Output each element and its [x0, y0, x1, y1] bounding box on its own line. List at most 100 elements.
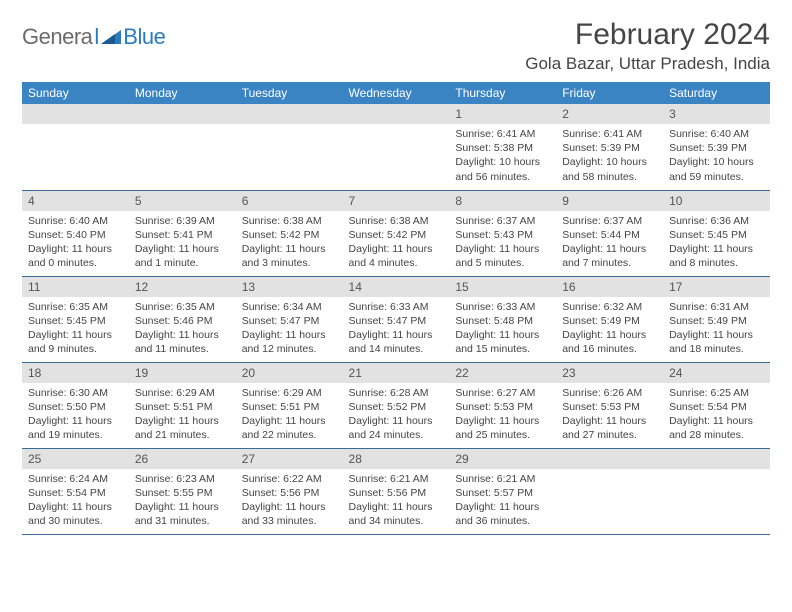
daylight-line: Daylight: 11 hours and 5 minutes. — [455, 242, 550, 270]
sunset-line: Sunset: 5:41 PM — [135, 228, 230, 242]
day-content: Sunrise: 6:27 AMSunset: 5:53 PMDaylight:… — [449, 383, 556, 446]
day-content: Sunrise: 6:31 AMSunset: 5:49 PMDaylight:… — [663, 297, 770, 360]
sunrise-line: Sunrise: 6:40 AM — [28, 214, 123, 228]
day-content: Sunrise: 6:33 AMSunset: 5:48 PMDaylight:… — [449, 297, 556, 360]
day-number: 17 — [663, 277, 770, 297]
day-number: 12 — [129, 277, 236, 297]
day-cell: 24Sunrise: 6:25 AMSunset: 5:54 PMDayligh… — [663, 362, 770, 448]
sunset-line: Sunset: 5:45 PM — [28, 314, 123, 328]
sunset-line: Sunset: 5:53 PM — [562, 400, 657, 414]
day-cell: 12Sunrise: 6:35 AMSunset: 5:46 PMDayligh… — [129, 276, 236, 362]
daylight-line: Daylight: 10 hours and 56 minutes. — [455, 155, 550, 183]
daylight-line: Daylight: 11 hours and 24 minutes. — [349, 414, 444, 442]
daylight-line: Daylight: 11 hours and 34 minutes. — [349, 500, 444, 528]
logo-text-general: Genera — [22, 24, 92, 50]
day-content: Sunrise: 6:26 AMSunset: 5:53 PMDaylight:… — [556, 383, 663, 446]
day-content: Sunrise: 6:28 AMSunset: 5:52 PMDaylight:… — [343, 383, 450, 446]
sunrise-line: Sunrise: 6:37 AM — [455, 214, 550, 228]
logo: General Blue — [22, 24, 165, 50]
weekday-header: Monday — [129, 82, 236, 104]
sunset-line: Sunset: 5:51 PM — [135, 400, 230, 414]
sunrise-line: Sunrise: 6:21 AM — [455, 472, 550, 486]
day-number: 10 — [663, 191, 770, 211]
daylight-line: Daylight: 11 hours and 9 minutes. — [28, 328, 123, 356]
daylight-line: Daylight: 11 hours and 0 minutes. — [28, 242, 123, 270]
sunset-line: Sunset: 5:42 PM — [242, 228, 337, 242]
day-content: Sunrise: 6:40 AMSunset: 5:39 PMDaylight:… — [663, 124, 770, 187]
day-cell: 23Sunrise: 6:26 AMSunset: 5:53 PMDayligh… — [556, 362, 663, 448]
sunrise-line: Sunrise: 6:38 AM — [349, 214, 444, 228]
day-cell: 19Sunrise: 6:29 AMSunset: 5:51 PMDayligh… — [129, 362, 236, 448]
day-number — [129, 104, 236, 124]
day-number: 27 — [236, 449, 343, 469]
day-cell: 13Sunrise: 6:34 AMSunset: 5:47 PMDayligh… — [236, 276, 343, 362]
daylight-line: Daylight: 11 hours and 22 minutes. — [242, 414, 337, 442]
day-cell: 6Sunrise: 6:38 AMSunset: 5:42 PMDaylight… — [236, 190, 343, 276]
daylight-line: Daylight: 11 hours and 33 minutes. — [242, 500, 337, 528]
daylight-line: Daylight: 11 hours and 12 minutes. — [242, 328, 337, 356]
day-cell: 4Sunrise: 6:40 AMSunset: 5:40 PMDaylight… — [22, 190, 129, 276]
day-number: 21 — [343, 363, 450, 383]
day-number: 8 — [449, 191, 556, 211]
day-number: 22 — [449, 363, 556, 383]
day-content: Sunrise: 6:24 AMSunset: 5:54 PMDaylight:… — [22, 469, 129, 532]
sunset-line: Sunset: 5:56 PM — [349, 486, 444, 500]
sunset-line: Sunset: 5:49 PM — [669, 314, 764, 328]
sunrise-line: Sunrise: 6:31 AM — [669, 300, 764, 314]
day-content: Sunrise: 6:37 AMSunset: 5:44 PMDaylight:… — [556, 211, 663, 274]
sunset-line: Sunset: 5:43 PM — [455, 228, 550, 242]
day-number — [22, 104, 129, 124]
calendar-row: 25Sunrise: 6:24 AMSunset: 5:54 PMDayligh… — [22, 448, 770, 534]
sunset-line: Sunset: 5:48 PM — [455, 314, 550, 328]
day-content: Sunrise: 6:21 AMSunset: 5:57 PMDaylight:… — [449, 469, 556, 532]
daylight-line: Daylight: 10 hours and 59 minutes. — [669, 155, 764, 183]
page-title: February 2024 — [525, 18, 770, 52]
day-content: Sunrise: 6:35 AMSunset: 5:45 PMDaylight:… — [22, 297, 129, 360]
day-cell: 9Sunrise: 6:37 AMSunset: 5:44 PMDaylight… — [556, 190, 663, 276]
sunset-line: Sunset: 5:53 PM — [455, 400, 550, 414]
day-number: 6 — [236, 191, 343, 211]
day-cell: 14Sunrise: 6:33 AMSunset: 5:47 PMDayligh… — [343, 276, 450, 362]
daylight-line: Daylight: 11 hours and 19 minutes. — [28, 414, 123, 442]
day-content: Sunrise: 6:34 AMSunset: 5:47 PMDaylight:… — [236, 297, 343, 360]
sunset-line: Sunset: 5:40 PM — [28, 228, 123, 242]
sunrise-line: Sunrise: 6:40 AM — [669, 127, 764, 141]
sunrise-line: Sunrise: 6:33 AM — [349, 300, 444, 314]
daylight-line: Daylight: 11 hours and 27 minutes. — [562, 414, 657, 442]
sunrise-line: Sunrise: 6:22 AM — [242, 472, 337, 486]
day-number: 19 — [129, 363, 236, 383]
sunrise-line: Sunrise: 6:26 AM — [562, 386, 657, 400]
weekday-header: Wednesday — [343, 82, 450, 104]
daylight-line: Daylight: 11 hours and 30 minutes. — [28, 500, 123, 528]
sunrise-line: Sunrise: 6:32 AM — [562, 300, 657, 314]
day-number: 11 — [22, 277, 129, 297]
sunrise-line: Sunrise: 6:27 AM — [455, 386, 550, 400]
calendar-row: 1Sunrise: 6:41 AMSunset: 5:38 PMDaylight… — [22, 104, 770, 190]
location-subtitle: Gola Bazar, Uttar Pradesh, India — [525, 54, 770, 74]
sunset-line: Sunset: 5:47 PM — [242, 314, 337, 328]
daylight-line: Daylight: 11 hours and 7 minutes. — [562, 242, 657, 270]
sunrise-line: Sunrise: 6:35 AM — [135, 300, 230, 314]
day-cell: 7Sunrise: 6:38 AMSunset: 5:42 PMDaylight… — [343, 190, 450, 276]
sunrise-line: Sunrise: 6:24 AM — [28, 472, 123, 486]
day-cell: 27Sunrise: 6:22 AMSunset: 5:56 PMDayligh… — [236, 448, 343, 534]
day-cell: 29Sunrise: 6:21 AMSunset: 5:57 PMDayligh… — [449, 448, 556, 534]
day-number — [663, 449, 770, 469]
sunset-line: Sunset: 5:39 PM — [669, 141, 764, 155]
calendar-row: 18Sunrise: 6:30 AMSunset: 5:50 PMDayligh… — [22, 362, 770, 448]
sunset-line: Sunset: 5:55 PM — [135, 486, 230, 500]
sunrise-line: Sunrise: 6:33 AM — [455, 300, 550, 314]
day-number: 2 — [556, 104, 663, 124]
logo-triangle-icon — [101, 26, 121, 49]
daylight-line: Daylight: 11 hours and 8 minutes. — [669, 242, 764, 270]
sunset-line: Sunset: 5:51 PM — [242, 400, 337, 414]
day-number: 23 — [556, 363, 663, 383]
day-content: Sunrise: 6:21 AMSunset: 5:56 PMDaylight:… — [343, 469, 450, 532]
daylight-line: Daylight: 11 hours and 4 minutes. — [349, 242, 444, 270]
sunrise-line: Sunrise: 6:36 AM — [669, 214, 764, 228]
daylight-line: Daylight: 11 hours and 25 minutes. — [455, 414, 550, 442]
sunrise-line: Sunrise: 6:37 AM — [562, 214, 657, 228]
sunrise-line: Sunrise: 6:25 AM — [669, 386, 764, 400]
day-number: 18 — [22, 363, 129, 383]
sunrise-line: Sunrise: 6:39 AM — [135, 214, 230, 228]
